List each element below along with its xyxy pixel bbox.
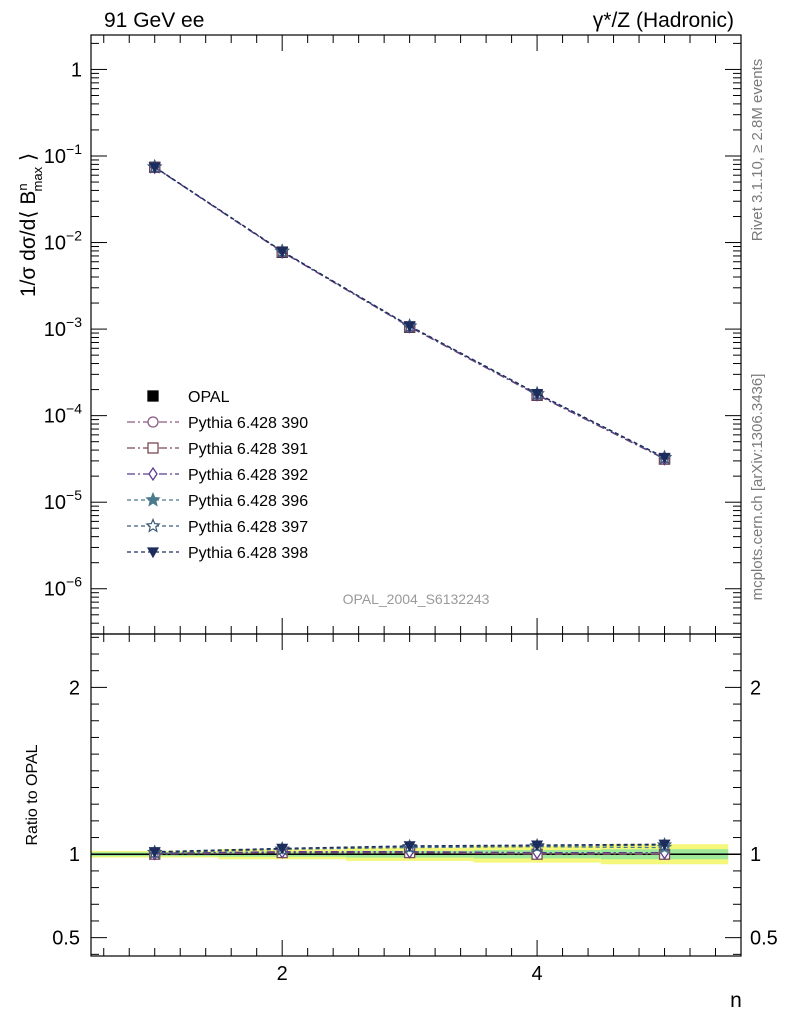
legend-entry: Pythia 6.428 391 <box>127 441 308 458</box>
legend-entry: Pythia 6.428 397 <box>127 517 308 536</box>
legend-label: Pythia 6.428 391 <box>188 441 308 458</box>
legend-marker-swatch <box>147 442 159 454</box>
ratio-y-tick-label-right: 1 <box>750 844 761 866</box>
legend-entry: Pythia 6.428 396 <box>127 491 308 510</box>
main-data-point <box>403 321 416 333</box>
ratio-y-tick-label: 0.5 <box>52 928 80 950</box>
ratio-series <box>148 839 671 858</box>
main-series-line <box>154 166 665 458</box>
legend-marker-swatch <box>148 466 158 482</box>
main-y-tick-label: 10−2 <box>44 228 82 255</box>
legend-label: OPAL <box>188 389 230 406</box>
ratio-data-point <box>531 840 544 852</box>
ratio-y-tick-label-right: 2 <box>750 677 761 699</box>
ratio-plot-frame <box>90 633 742 957</box>
rivet-version-label: Rivet 3.1.10, ≥ 2.8M events <box>749 59 766 242</box>
analysis-watermark: OPAL_2004_S6132243 <box>343 591 490 607</box>
main-y-tick-label: 10−4 <box>44 401 82 428</box>
main-y-axis-label: 1/σ dσ/d⟨ Bnmax ⟩ <box>15 153 45 297</box>
main-data-point <box>531 388 544 400</box>
legend-label: Pythia 6.428 390 <box>188 415 308 432</box>
x-tick-label: 2 <box>277 963 288 985</box>
legend-marker-swatch <box>145 517 161 533</box>
legend-entry: Pythia 6.428 390 <box>127 415 308 432</box>
ratio-series-line <box>154 851 665 855</box>
main-y-tick-label: 10−3 <box>44 314 82 341</box>
ratio-data-point <box>403 841 416 853</box>
ratio-y-tick-label-right: 0.5 <box>750 928 778 950</box>
legend-marker-swatch <box>147 390 159 402</box>
x-tick-label: 4 <box>532 963 543 985</box>
header-right-label: γ*/Z (Hadronic) <box>593 9 734 32</box>
main-data-point <box>658 452 671 464</box>
x-axis-label: n <box>730 989 742 1012</box>
main-y-tick-label: 1 <box>71 59 82 81</box>
mcplots-label: mcplots.cern.ch [arXiv:1306.3436] <box>749 374 766 601</box>
header-left-label: 91 GeV ee <box>104 9 204 32</box>
legend-label: Pythia 6.428 398 <box>188 545 308 562</box>
legend-label: Pythia 6.428 392 <box>188 467 308 484</box>
legend-marker-swatch <box>146 547 160 559</box>
svg-text:1/σ dσ/d⟨ Bnmax ⟩: 1/σ dσ/d⟨ Bnmax ⟩ <box>15 153 45 297</box>
legend-marker-swatch <box>147 416 159 428</box>
legend-entry: Pythia 6.428 398 <box>127 545 308 562</box>
main-y-tick-label: 10−1 <box>44 141 82 168</box>
ratio-y-axis-label: Ratio to OPAL <box>24 744 41 845</box>
legend-label: Pythia 6.428 397 <box>188 519 308 536</box>
main-data-point <box>276 246 289 258</box>
legend-entry: Pythia 6.428 392 <box>127 466 308 484</box>
legend-label: Pythia 6.428 396 <box>188 493 308 510</box>
main-y-tick-label: 10−6 <box>44 574 82 601</box>
ratio-y-tick-label: 1 <box>69 844 80 866</box>
ratio-y-tick-label: 2 <box>69 677 80 699</box>
main-series <box>148 162 671 464</box>
legend-marker-swatch <box>145 491 161 507</box>
ratio-series-line <box>154 851 665 855</box>
main-data-point <box>148 162 161 174</box>
ratio-data-point <box>276 843 289 855</box>
legend-entry: OPAL <box>147 389 230 406</box>
ratio-data-point <box>148 847 161 858</box>
main-y-tick-label: 10−5 <box>44 487 82 514</box>
ratio-data-point <box>658 839 671 851</box>
